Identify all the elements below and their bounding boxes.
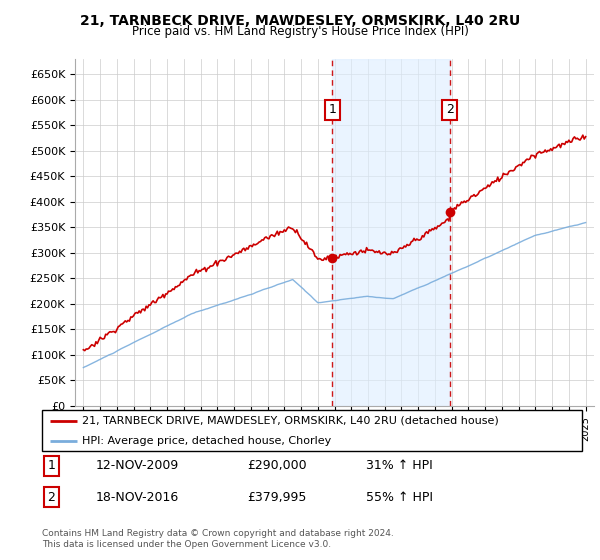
Bar bbox=[332, 59, 449, 406]
Text: 1: 1 bbox=[47, 459, 55, 472]
Text: 2: 2 bbox=[47, 491, 55, 504]
Text: Contains HM Land Registry data © Crown copyright and database right 2024.
This d: Contains HM Land Registry data © Crown c… bbox=[42, 529, 394, 549]
FancyBboxPatch shape bbox=[42, 410, 582, 451]
Text: 2: 2 bbox=[446, 104, 454, 116]
Text: £290,000: £290,000 bbox=[247, 459, 307, 472]
Text: 1: 1 bbox=[328, 104, 336, 116]
Text: HPI: Average price, detached house, Chorley: HPI: Average price, detached house, Chor… bbox=[83, 436, 332, 446]
Text: 18-NOV-2016: 18-NOV-2016 bbox=[96, 491, 179, 504]
Text: 21, TARNBECK DRIVE, MAWDESLEY, ORMSKIRK, L40 2RU: 21, TARNBECK DRIVE, MAWDESLEY, ORMSKIRK,… bbox=[80, 14, 520, 28]
Text: 31% ↑ HPI: 31% ↑ HPI bbox=[366, 459, 433, 472]
Text: 12-NOV-2009: 12-NOV-2009 bbox=[96, 459, 179, 472]
Text: Price paid vs. HM Land Registry's House Price Index (HPI): Price paid vs. HM Land Registry's House … bbox=[131, 25, 469, 38]
Text: £379,995: £379,995 bbox=[247, 491, 307, 504]
Text: 21, TARNBECK DRIVE, MAWDESLEY, ORMSKIRK, L40 2RU (detached house): 21, TARNBECK DRIVE, MAWDESLEY, ORMSKIRK,… bbox=[83, 416, 499, 426]
Text: 55% ↑ HPI: 55% ↑ HPI bbox=[366, 491, 433, 504]
